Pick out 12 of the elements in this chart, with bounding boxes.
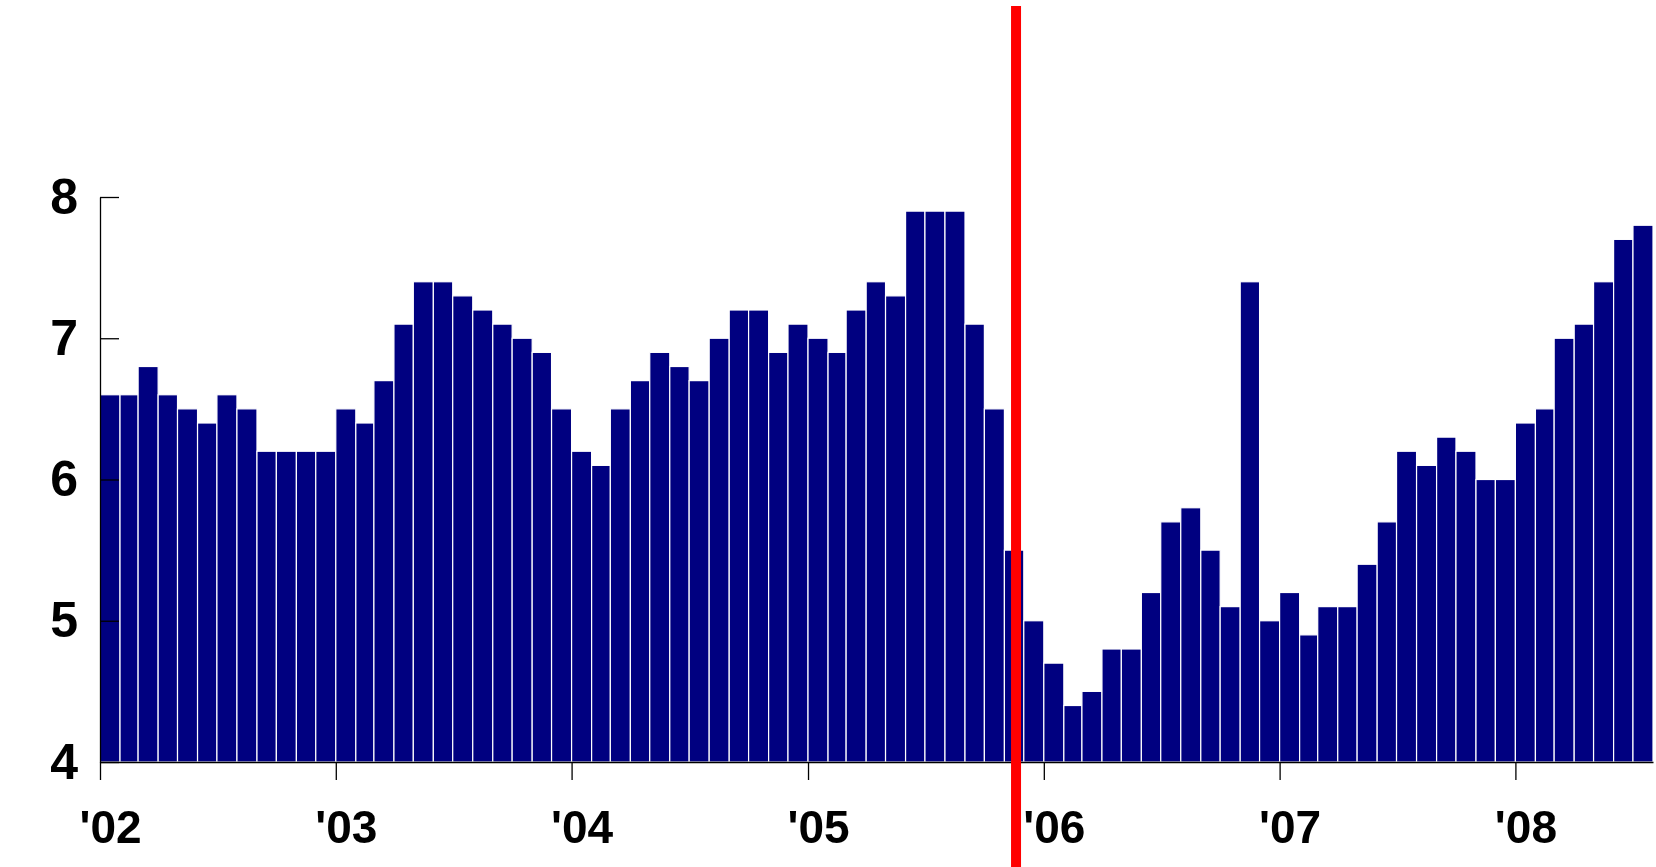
x-tick-label: '03 (315, 800, 378, 853)
x-tick-label: '02 (79, 800, 142, 853)
y-tick-label: 5 (50, 592, 78, 649)
y-tick-label: 4 (50, 733, 79, 790)
y-tick-label: 6 (50, 451, 78, 507)
y-tick-label: 8 (50, 168, 78, 225)
x-tick-label: '08 (1494, 800, 1557, 853)
x-tick-label: '06 (1023, 800, 1086, 853)
x-tick-label: '07 (1259, 800, 1322, 853)
x-tick-label: '05 (787, 800, 850, 853)
y-tick-label: 7 (50, 309, 78, 366)
x-tick-label: '04 (551, 800, 614, 853)
